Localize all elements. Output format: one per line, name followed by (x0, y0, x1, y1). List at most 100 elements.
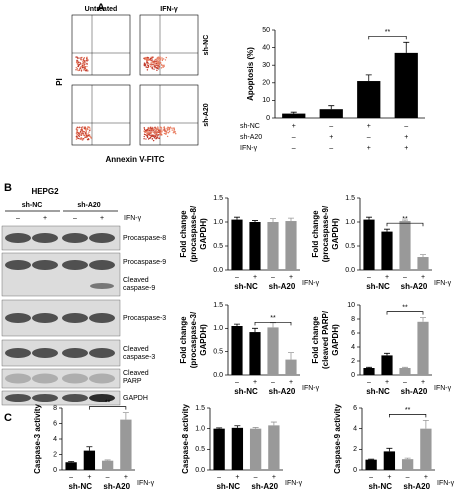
flow-dot (150, 64, 152, 66)
x-tick-label: + (124, 474, 128, 481)
flow-dot (89, 129, 91, 132)
y-axis-label: GAPDH) (199, 218, 208, 250)
flow-dot (85, 135, 88, 137)
flow-dot (81, 128, 83, 131)
flow-dot (146, 56, 149, 59)
flow-dot (154, 129, 156, 131)
band-label: Cleaved (123, 370, 149, 377)
flow-dot (158, 61, 160, 63)
flow-dot (88, 126, 91, 128)
bar (249, 428, 262, 470)
bar (381, 355, 393, 375)
band-label: caspase-3 (123, 354, 155, 361)
flow-dot (168, 127, 170, 130)
flow-dot (82, 61, 84, 63)
table-cell: – (329, 123, 333, 130)
flow-dot (75, 138, 78, 140)
bar (363, 368, 375, 375)
blot-band (32, 348, 58, 358)
y-tick-label: 1.0 (213, 219, 223, 226)
treatment-label: IFN-γ (434, 280, 452, 287)
flow-dot (159, 126, 161, 129)
table-cell: + (329, 134, 333, 141)
flow-dot (83, 131, 85, 133)
y-tick-label: 1.5 (213, 195, 223, 202)
x-tick-label: + (289, 379, 293, 386)
flow-dot (157, 66, 160, 68)
flow-dot (76, 67, 79, 70)
flow-dot (146, 136, 149, 139)
flow-row-label: sh-NC (203, 35, 210, 56)
table-cell: + (367, 145, 371, 152)
flow-dot (83, 57, 86, 59)
group-label: sh-NC (234, 387, 258, 396)
flow-dot (143, 130, 145, 132)
blot-band (62, 233, 88, 243)
flow-column-title: Untreated (85, 6, 118, 13)
flow-dot (76, 132, 78, 134)
y-tick-label: 0.5 (213, 349, 223, 356)
flow-dot (150, 127, 152, 130)
flow-dot (82, 66, 84, 68)
flow-dot (161, 131, 163, 133)
flow-dot (160, 67, 163, 69)
flow-dot (79, 131, 82, 134)
flow-dot (156, 135, 159, 137)
group-label: sh-NC (366, 387, 390, 396)
flow-dot (90, 137, 92, 139)
y-tick-label: 4 (351, 344, 355, 351)
table-cell: + (404, 145, 408, 152)
bar (381, 231, 393, 270)
flow-dot (156, 65, 159, 67)
band-label: GAPDH (123, 395, 148, 402)
group-label: sh-NC (234, 282, 258, 291)
flow-dot (149, 129, 151, 132)
error-bar (234, 425, 241, 428)
blot-band (89, 348, 115, 358)
y-tick-label: 1.5 (213, 302, 223, 309)
flow-dot (159, 131, 162, 134)
flow-dot (151, 59, 153, 61)
flow-dot (153, 61, 156, 64)
flow-dot (163, 127, 165, 129)
flow-plot (71, 84, 131, 146)
y-tick-label: 6 (351, 330, 355, 337)
flow-dot (149, 59, 151, 61)
flow-dot (167, 131, 170, 134)
flow-dot (163, 128, 166, 130)
bar (399, 221, 411, 270)
flow-dot (169, 126, 172, 128)
flow-plot (139, 14, 199, 76)
flow-dot (145, 58, 147, 60)
flow-dot (158, 129, 160, 132)
flow-dot (161, 57, 163, 59)
flow-dot (147, 65, 150, 68)
x-tick-label: – (403, 379, 407, 386)
x-tick-label: + (385, 274, 389, 281)
band-label: caspase-9 (123, 285, 155, 292)
flow-dot (157, 58, 159, 60)
bar (231, 326, 243, 375)
flow-dot (158, 63, 161, 66)
flow-dot (86, 63, 88, 65)
y-tick-label: 8 (351, 316, 355, 323)
flow-dot (165, 132, 168, 134)
y-tick-label: 8 (53, 405, 57, 412)
flow-dot (78, 69, 81, 71)
blot-group: sh-NC (22, 202, 43, 209)
y-tick-label: 50 (262, 27, 270, 34)
flow-dot (153, 132, 156, 134)
x-tick-label: – (69, 474, 73, 481)
y-tick-label: 0.0 (195, 467, 205, 474)
flow-dot (80, 129, 82, 131)
flow-dot (78, 63, 81, 66)
y-axis-label: GAPDH) (331, 324, 340, 356)
y-axis-label: (procaspase-8/ (189, 205, 198, 262)
x-tick-label: + (421, 379, 425, 386)
x-tick-label: + (272, 474, 276, 481)
significance-bracket (389, 414, 427, 418)
bar (65, 462, 77, 470)
blot-band (89, 260, 115, 270)
flow-dot (79, 66, 82, 69)
flow-dot (156, 131, 158, 134)
